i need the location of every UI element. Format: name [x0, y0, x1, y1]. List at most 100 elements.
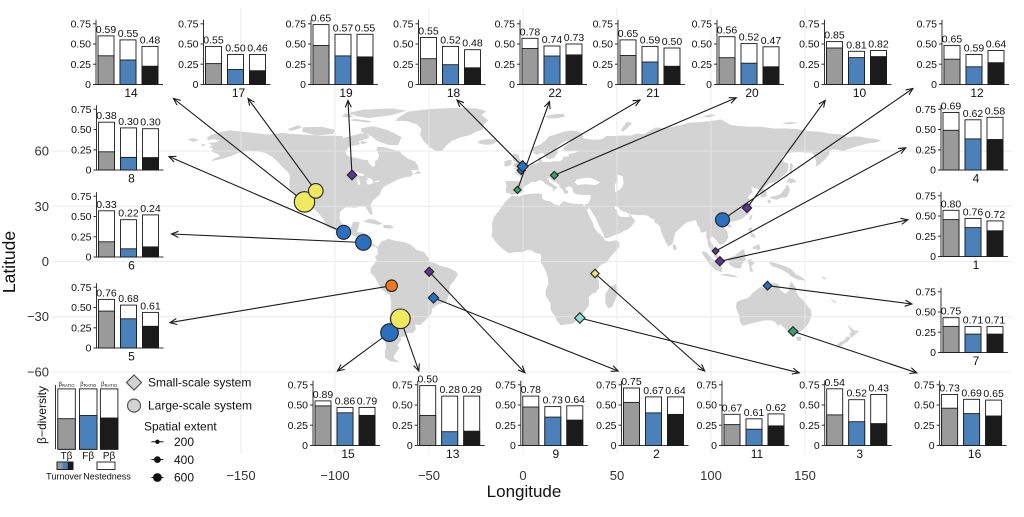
svg-text:0.74: 0.74 — [542, 34, 563, 46]
svg-text:0.50: 0.50 — [917, 39, 938, 51]
svg-text:βRATIO: βRATIO — [59, 382, 76, 388]
svg-text:0.68: 0.68 — [118, 293, 139, 305]
svg-text:0.64: 0.64 — [565, 394, 586, 406]
svg-text:0: 0 — [86, 165, 92, 177]
svg-text:0: 0 — [86, 343, 92, 355]
svg-text:0.73: 0.73 — [939, 383, 960, 395]
svg-text:0: 0 — [931, 79, 937, 91]
svg-text:0.25: 0.25 — [392, 420, 413, 432]
svg-text:0.75: 0.75 — [392, 379, 413, 391]
svg-text:0.59: 0.59 — [96, 24, 117, 36]
svg-text:0: 0 — [519, 468, 526, 483]
svg-text:0: 0 — [86, 252, 92, 264]
svg-text:0.75: 0.75 — [71, 191, 92, 203]
svg-text:0.75: 0.75 — [495, 18, 516, 30]
svg-text:20: 20 — [745, 86, 759, 100]
svg-text:0.62: 0.62 — [963, 108, 984, 120]
svg-text:0.75: 0.75 — [178, 18, 199, 30]
svg-text:16: 16 — [968, 447, 982, 461]
svg-text:5: 5 — [128, 350, 135, 364]
svg-text:9: 9 — [552, 447, 559, 461]
svg-text:0.65: 0.65 — [311, 13, 332, 25]
svg-text:0.50: 0.50 — [662, 36, 683, 48]
svg-text:0: 0 — [611, 440, 617, 452]
svg-text:0.29: 0.29 — [461, 384, 482, 396]
svg-text:0.86: 0.86 — [335, 395, 356, 407]
svg-text:Latitude: Latitude — [0, 231, 19, 293]
svg-text:0: 0 — [510, 440, 516, 452]
svg-text:0.33: 0.33 — [96, 199, 117, 211]
svg-text:0.89: 0.89 — [313, 389, 334, 401]
svg-text:0.25: 0.25 — [692, 59, 713, 71]
svg-text:0.25: 0.25 — [71, 231, 92, 243]
svg-text:0.75: 0.75 — [916, 286, 937, 298]
svg-text:0.75: 0.75 — [393, 18, 414, 30]
svg-text:0.50: 0.50 — [286, 39, 307, 51]
svg-text:0.50: 0.50 — [799, 39, 820, 51]
svg-text:0.69: 0.69 — [961, 387, 982, 399]
svg-text:0.54: 0.54 — [824, 377, 845, 389]
svg-text:17: 17 — [232, 86, 246, 100]
svg-text:1: 1 — [973, 258, 980, 272]
svg-text:0.75: 0.75 — [596, 379, 617, 391]
svg-text:0.28: 0.28 — [439, 384, 460, 396]
svg-text:0.52: 0.52 — [440, 34, 461, 46]
svg-text:12: 12 — [970, 86, 984, 100]
svg-text:0.59: 0.59 — [964, 43, 985, 55]
svg-text:0.50: 0.50 — [697, 400, 718, 412]
svg-text:11: 11 — [751, 447, 764, 461]
svg-text:0.75: 0.75 — [71, 104, 92, 116]
svg-text:0.73: 0.73 — [543, 395, 564, 407]
svg-text:0.52: 0.52 — [846, 388, 867, 400]
svg-text:0.50: 0.50 — [225, 43, 246, 55]
svg-text:0.25: 0.25 — [916, 327, 937, 339]
svg-text:0.75: 0.75 — [914, 379, 935, 391]
svg-text:0.50: 0.50 — [916, 124, 937, 136]
svg-text:0: 0 — [814, 79, 820, 91]
svg-text:19: 19 — [339, 86, 353, 100]
svg-text:0.65: 0.65 — [942, 34, 963, 46]
svg-text:0.75: 0.75 — [697, 379, 718, 391]
svg-text:60: 60 — [35, 144, 49, 159]
svg-text:Longitude: Longitude — [487, 482, 562, 501]
svg-text:0.78: 0.78 — [520, 26, 541, 38]
svg-text:0.55: 0.55 — [355, 22, 376, 34]
svg-text:0.50: 0.50 — [596, 400, 617, 412]
svg-text:Tβ: Tβ — [61, 451, 73, 462]
svg-text:0.55: 0.55 — [418, 26, 439, 38]
svg-text:0.75: 0.75 — [916, 104, 937, 116]
svg-text:0.58: 0.58 — [985, 105, 1006, 117]
svg-text:0.85: 0.85 — [824, 30, 845, 42]
svg-text:0.25: 0.25 — [71, 59, 92, 71]
svg-text:Nestedness: Nestedness — [83, 472, 131, 482]
svg-text:0.22: 0.22 — [118, 208, 139, 220]
svg-text:0: 0 — [302, 440, 308, 452]
svg-text:0.25: 0.25 — [178, 59, 199, 71]
svg-text:−60: −60 — [27, 364, 49, 379]
svg-text:0.50: 0.50 — [916, 211, 937, 223]
svg-text:−50: −50 — [418, 468, 440, 483]
svg-text:0.67: 0.67 — [722, 402, 743, 414]
svg-text:0.75: 0.75 — [495, 379, 516, 391]
svg-text:0.24: 0.24 — [140, 203, 161, 215]
svg-text:0.71: 0.71 — [985, 315, 1006, 327]
svg-text:0.25: 0.25 — [914, 420, 935, 432]
svg-text:0.78: 0.78 — [521, 384, 542, 396]
svg-text:0: 0 — [930, 347, 936, 359]
svg-text:0.46: 0.46 — [247, 43, 268, 55]
svg-text:2: 2 — [653, 447, 660, 461]
svg-text:0.25: 0.25 — [596, 420, 617, 432]
svg-text:Pβ: Pβ — [103, 451, 116, 462]
svg-text:0.30: 0.30 — [140, 117, 161, 129]
svg-text:0.75: 0.75 — [621, 376, 642, 388]
svg-text:0.50: 0.50 — [495, 400, 516, 412]
svg-text:0.25: 0.25 — [799, 420, 820, 432]
svg-text:0.75: 0.75 — [799, 18, 820, 30]
svg-text:0.50: 0.50 — [71, 302, 92, 314]
svg-text:β−diversity: β−diversity — [35, 386, 49, 444]
svg-text:−150: −150 — [226, 468, 255, 483]
svg-text:0.52: 0.52 — [739, 32, 760, 44]
svg-text:0.75: 0.75 — [941, 306, 962, 318]
svg-text:0.25: 0.25 — [71, 322, 92, 334]
svg-text:0.25: 0.25 — [286, 59, 307, 71]
